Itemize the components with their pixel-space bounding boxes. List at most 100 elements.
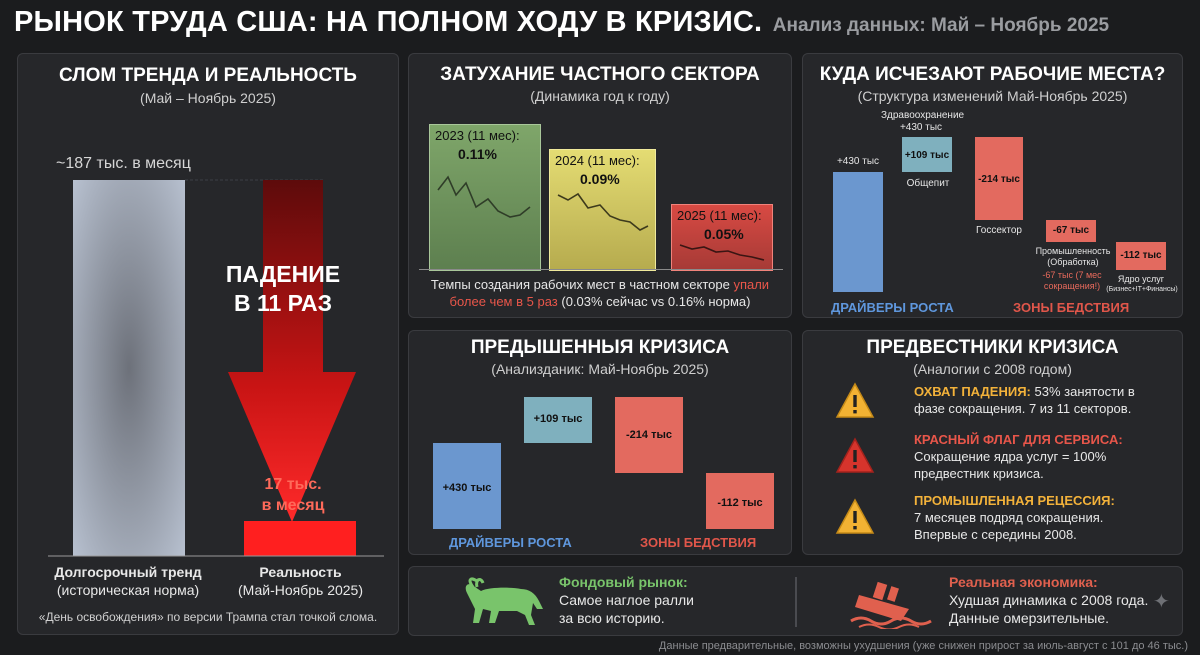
year-card-value: 0.09%: [580, 171, 620, 187]
manuf-note: -67 тыс (7 мес сокращения!): [1042, 270, 1102, 291]
precursor-head: ПРОМЫШЛЕННАЯ РЕЦЕССИЯ:: [914, 493, 1115, 508]
trend-sparkline: [557, 192, 649, 231]
reality-value: 17 тыс. в месяц: [228, 474, 358, 516]
year-card-label: 2023 (11 мес):: [435, 128, 520, 143]
exceeded-bar: [615, 397, 683, 473]
real-line-2: Данные омерзительные.: [949, 610, 1110, 626]
core-note: (Бизнес+IT+Финансы): [1106, 286, 1178, 293]
health-label-2: +430 тыс: [899, 122, 943, 133]
stock-line-1: Самое наглое ралли: [559, 592, 694, 608]
trend-bar-label-2: (историческая норма): [56, 582, 200, 598]
precursor-item: ОХВАТ ПАДЕНИЯ: 53% занятости в фазе сокр…: [914, 383, 1179, 417]
where-bar-value: +109 тыс: [904, 150, 950, 161]
growth-label: ДРАЙВЕРЫ РОСТА: [449, 535, 572, 550]
reality-bar-label: Реальность (Май-Ноябрь 2025): [218, 563, 383, 599]
precursor-head: ОХВАТ ПАДЕНИЯ:: [914, 384, 1031, 399]
precursor-text-1: 53% занятости в: [1034, 384, 1135, 399]
trend-sparkline: [679, 244, 765, 261]
reality-bar-label-1: Реальность: [259, 564, 342, 580]
trend-bar-label-1: Долгосрочный тренд: [54, 564, 202, 580]
exceeded-bar-value: +109 тыс: [533, 413, 583, 425]
stock-line-2: за всю историю.: [559, 610, 665, 626]
trend-title: СЛОМ ТРЕНДА И РЕАЛЬНОСТЬ: [59, 65, 357, 86]
where-bar: [975, 137, 1023, 220]
sparkle-icon: ✦: [1153, 591, 1170, 613]
trend-bar-label: Долгосрочный тренд (историческая норма): [38, 563, 218, 599]
year-card-label: 2025 (11 мес):: [677, 208, 762, 223]
where-bar: [833, 172, 883, 292]
precursor-item: ПРОМЫШЛЕННАЯ РЕЦЕССИЯ: 7 месяцев подряд …: [914, 492, 1179, 543]
where-jobs-panel: КУДА ИСЧЕЗАЮТ РАБОЧИЕ МЕСТА? (Структура …: [802, 53, 1183, 318]
exceeded-title: ПРЕДЫШЕННЫЯ КРИЗИСА: [470, 337, 730, 358]
bottom-banner: Фондовый рынок: Самое наглое ралли за вс…: [408, 566, 1183, 636]
red-warning-icon: [835, 437, 875, 473]
page-title: РЫНОК ТРУДА США: НА ПОЛНОМ ХОДУ В КРИЗИС…: [14, 6, 763, 38]
trend-chart: [48, 179, 384, 557]
precursors-panel: ПРЕДВЕСТНИКИ КРИЗИСА (Аналогии с 2008 го…: [802, 330, 1183, 555]
year-card-value: 0.05%: [704, 226, 744, 242]
bull-icon: [465, 577, 543, 625]
where-bar-value: -67 тыс: [1052, 225, 1090, 236]
private-sector-panel: ЗАТУХАНИЕ ЧАСТНОГО СЕКТОРА (Динамика год…: [408, 53, 792, 318]
where-bar-value: +430 тыс: [836, 156, 880, 167]
year-card-label: 2024 (11 мес):: [555, 153, 640, 168]
where-bar: [902, 137, 952, 172]
precursor-head: КРАСНЫЙ ФЛАГ ДЛЯ СЕРВИСА:: [914, 432, 1123, 447]
trend-bar: [73, 180, 185, 556]
exceeded-bar: [706, 473, 774, 529]
baseline: [419, 269, 783, 270]
private-subtitle: (Динамика год к году): [530, 88, 670, 104]
growth-label: ДРАЙВЕРЫ РОСТА: [831, 300, 954, 315]
banner-divider: [795, 577, 797, 627]
trend-sparkline: [437, 175, 531, 218]
where-bar-label: Ядро услуг: [1117, 274, 1165, 284]
private-caption-red: упали более чем в 5 раз: [449, 277, 770, 309]
reality-bar-label-2: (Май-Ноябрь 2025): [237, 582, 364, 598]
where-bar-value: -214 тыс: [978, 174, 1020, 185]
sinking-ship-icon: [850, 581, 932, 629]
arrow-text-line-2: В 11 РАЗ: [233, 290, 333, 316]
precursor-text-2: фазе сокращения. 7 из 11 секторов.: [914, 401, 1132, 416]
precursor-text-2: Впервые с середины 2008.: [914, 527, 1077, 542]
stock-head: Фондовый рынок:: [559, 574, 688, 590]
trend-panel: СЛОМ ТРЕНДА И РЕАЛЬНОСТЬ (Май – Ноябрь 2…: [17, 53, 399, 635]
year-card-2024: 2024 (11 мес): 0.09%: [549, 149, 656, 271]
exceeded-bar-value: +430 тыс: [442, 482, 492, 494]
exceeded-bar: [433, 443, 501, 529]
page-header: РЫНОК ТРУДА США: НА ПОЛНОМ ХОДУ В КРИЗИС…: [14, 6, 1190, 46]
trend-subtitle: (Май – Ноябрь 2025): [140, 90, 276, 106]
exceeded-bar-value: -214 тыс: [626, 429, 672, 441]
exceeded-panel: ПРЕДЫШЕННЫЯ КРИЗИСА (Анализданик: Май-Но…: [408, 330, 792, 555]
real-line-1: Худшая динамика с 2008 года.: [949, 592, 1149, 608]
reality-value-line-2: в месяц: [261, 497, 325, 514]
private-title: ЗАТУХАНИЕ ЧАСТНОГО СЕКТОРА: [440, 64, 760, 85]
warning-icon: [835, 382, 875, 418]
where-title: КУДА ИСЧЕЗАЮТ РАБОЧИЕ МЕСТА?: [819, 64, 1166, 85]
precursor-item: КРАСНЫЙ ФЛАГ ДЛЯ СЕРВИСА: Сокращение ядр…: [914, 431, 1179, 482]
private-caption-2: (0.03% сейчас vs 0.16% норма): [561, 294, 751, 309]
arrow-text: ПАДЕНИЕ В 11 РАЗ: [208, 260, 358, 318]
year-card-2025: 2025 (11 мес): 0.05%: [671, 204, 773, 271]
year-card-value: 0.11%: [458, 146, 497, 162]
arrow-text-line-1: ПАДЕНИЕ: [225, 261, 341, 287]
where-bar: [1046, 220, 1096, 242]
page-subtitle: Анализ данных: Май – Ноябрь 2025: [772, 15, 1110, 36]
stock-text: Фондовый рынок: Самое наглое ралли за вс…: [559, 573, 694, 627]
where-bar-label: Госсектор: [976, 225, 1022, 236]
precursor-text-2: предвестник кризиса.: [914, 466, 1044, 481]
reality-bar: [244, 521, 356, 556]
real-economy-text: Реальная экономика: Худшая динамика с 20…: [949, 573, 1148, 627]
precursor-text-1: Сокращение ядра услуг = 100%: [914, 449, 1107, 464]
year-card-2023: 2023 (11 мес): 0.11%: [429, 124, 541, 271]
trend-note: «День освобождения» по версии Трампа ста…: [38, 610, 378, 624]
reality-value-line-1: 17 тыс.: [264, 476, 322, 493]
private-caption: Темпы создания рабочих мест в частном се…: [417, 276, 783, 310]
where-bar-label: Общепит: [906, 178, 950, 189]
where-bar-label: Промышленность (Обработка): [1035, 246, 1111, 267]
exceeded-bar-value: -112 тыс: [717, 497, 763, 509]
where-bar: [1116, 242, 1166, 270]
exceeded-bar: [524, 397, 592, 443]
where-subtitle: (Структура изменений Май-Ноябрь 2025): [857, 88, 1128, 104]
precursors-subtitle: (Аналогии с 2008 годом): [913, 361, 1072, 377]
disaster-label: ЗОНЫ БЕДСТВИЯ: [640, 535, 757, 550]
